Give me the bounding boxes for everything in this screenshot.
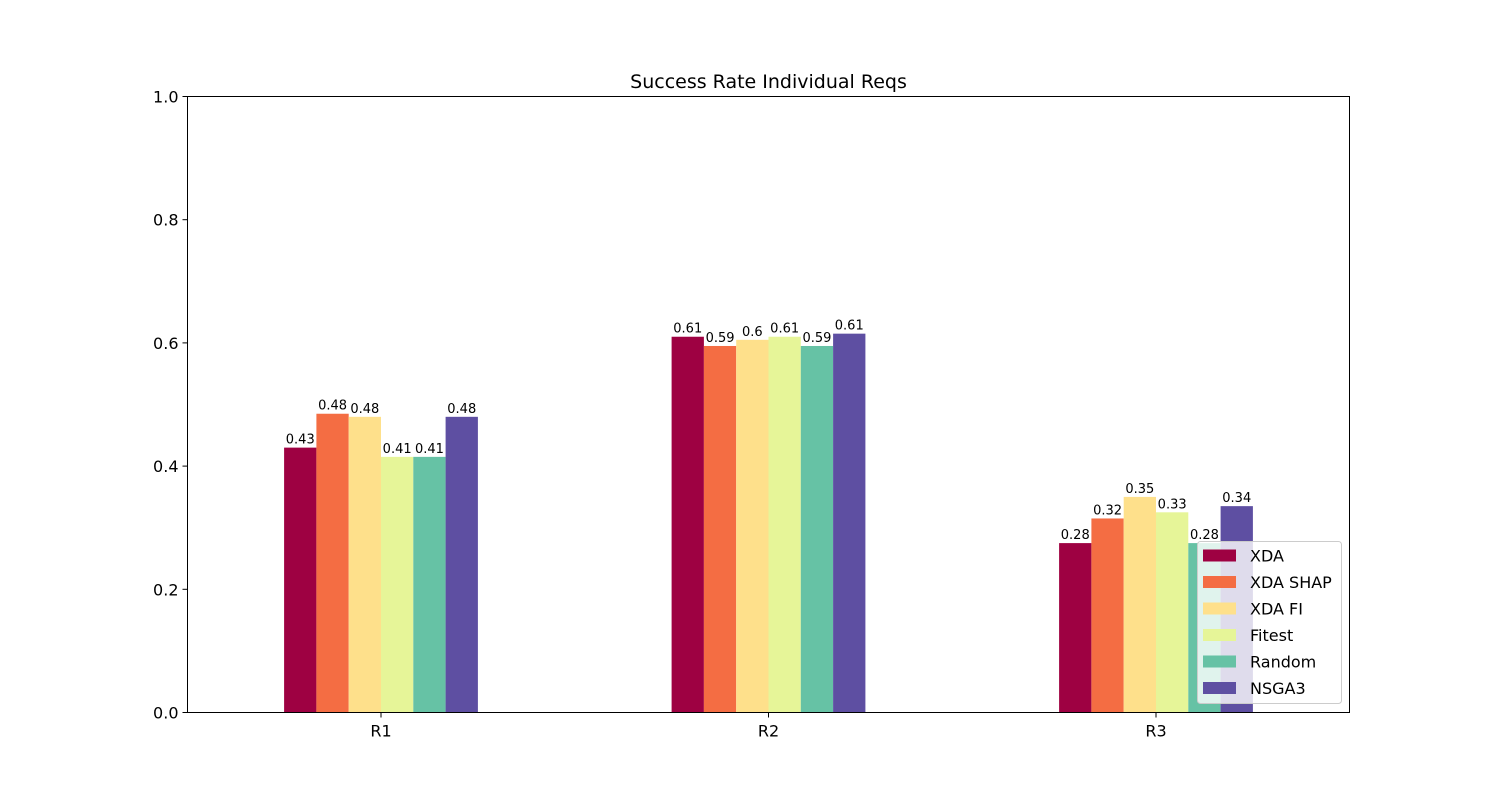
legend-swatch [1203,576,1236,588]
legend-label: NSGA3 [1250,679,1306,698]
x-tick-label: R2 [758,722,779,741]
bar [381,456,414,713]
y-tick-label: 0.8 [153,211,178,230]
bar-value-label: 0.28 [1190,528,1219,543]
bars-layer: 0.430.610.280.480.590.320.480.60.350.410… [284,319,1253,713]
y-tick-label: 0.6 [153,334,178,353]
bar [445,416,478,713]
y-tick-label: 0.4 [153,457,178,476]
axes-layer: 0.0 0.2 0.4 0.6 0.8 1.0 R1 R2 R3 [153,88,1167,741]
legend-swatch [1203,682,1236,694]
bar [833,333,866,713]
x-tick-label: R3 [1145,722,1166,741]
bar-value-label: 0.61 [835,319,864,334]
y-tick-label: 0.0 [153,704,178,723]
bar-value-label: 0.33 [1158,497,1187,512]
legend-swatch [1203,602,1236,615]
legend-label: Fitest [1250,626,1293,645]
bar-value-label: 0.28 [1061,528,1090,543]
bar-value-label: 0.61 [770,322,799,337]
x-tick-label: R1 [370,722,391,741]
bar [316,413,349,713]
legend-label: Random [1250,653,1316,672]
bar [800,345,834,713]
bar-value-label: 0.59 [802,331,831,346]
bar-value-label: 0.61 [673,322,702,337]
bar [348,416,381,713]
bar [768,336,801,713]
bar-value-label: 0.6 [742,325,763,340]
bar [703,345,737,713]
y-tick-label: 1.0 [153,88,178,107]
bar [1123,496,1156,713]
bar [1059,543,1092,713]
bar-value-label: 0.43 [286,433,315,448]
bar [736,339,769,713]
legend-label: XDA FI [1250,600,1303,619]
y-tick-label: 0.2 [153,580,178,599]
legend-label: XDA SHAP [1250,573,1332,592]
bar-value-label: 0.35 [1125,482,1154,497]
legend: XDA XDA SHAP XDA FI Fitest Random NSGA3 [1197,541,1342,704]
bar-value-label: 0.41 [415,442,444,457]
bar-value-label: 0.48 [318,399,347,414]
chart-title: Success Rate Individual Reqs [630,71,907,93]
bar-value-label: 0.48 [447,402,476,417]
bar-value-label: 0.48 [350,402,379,417]
bar-value-label: 0.34 [1222,491,1251,506]
bar [413,456,446,713]
legend-swatch [1203,549,1236,562]
bar [284,447,317,713]
legend-label: XDA [1250,547,1284,566]
bar [1091,518,1124,713]
bar [1156,512,1189,713]
bar-value-label: 0.41 [383,442,412,457]
bar-value-label: 0.59 [706,331,735,346]
legend-swatch [1203,629,1236,641]
bar [671,336,704,713]
bar-value-label: 0.32 [1093,503,1122,518]
legend-swatch [1203,655,1236,668]
